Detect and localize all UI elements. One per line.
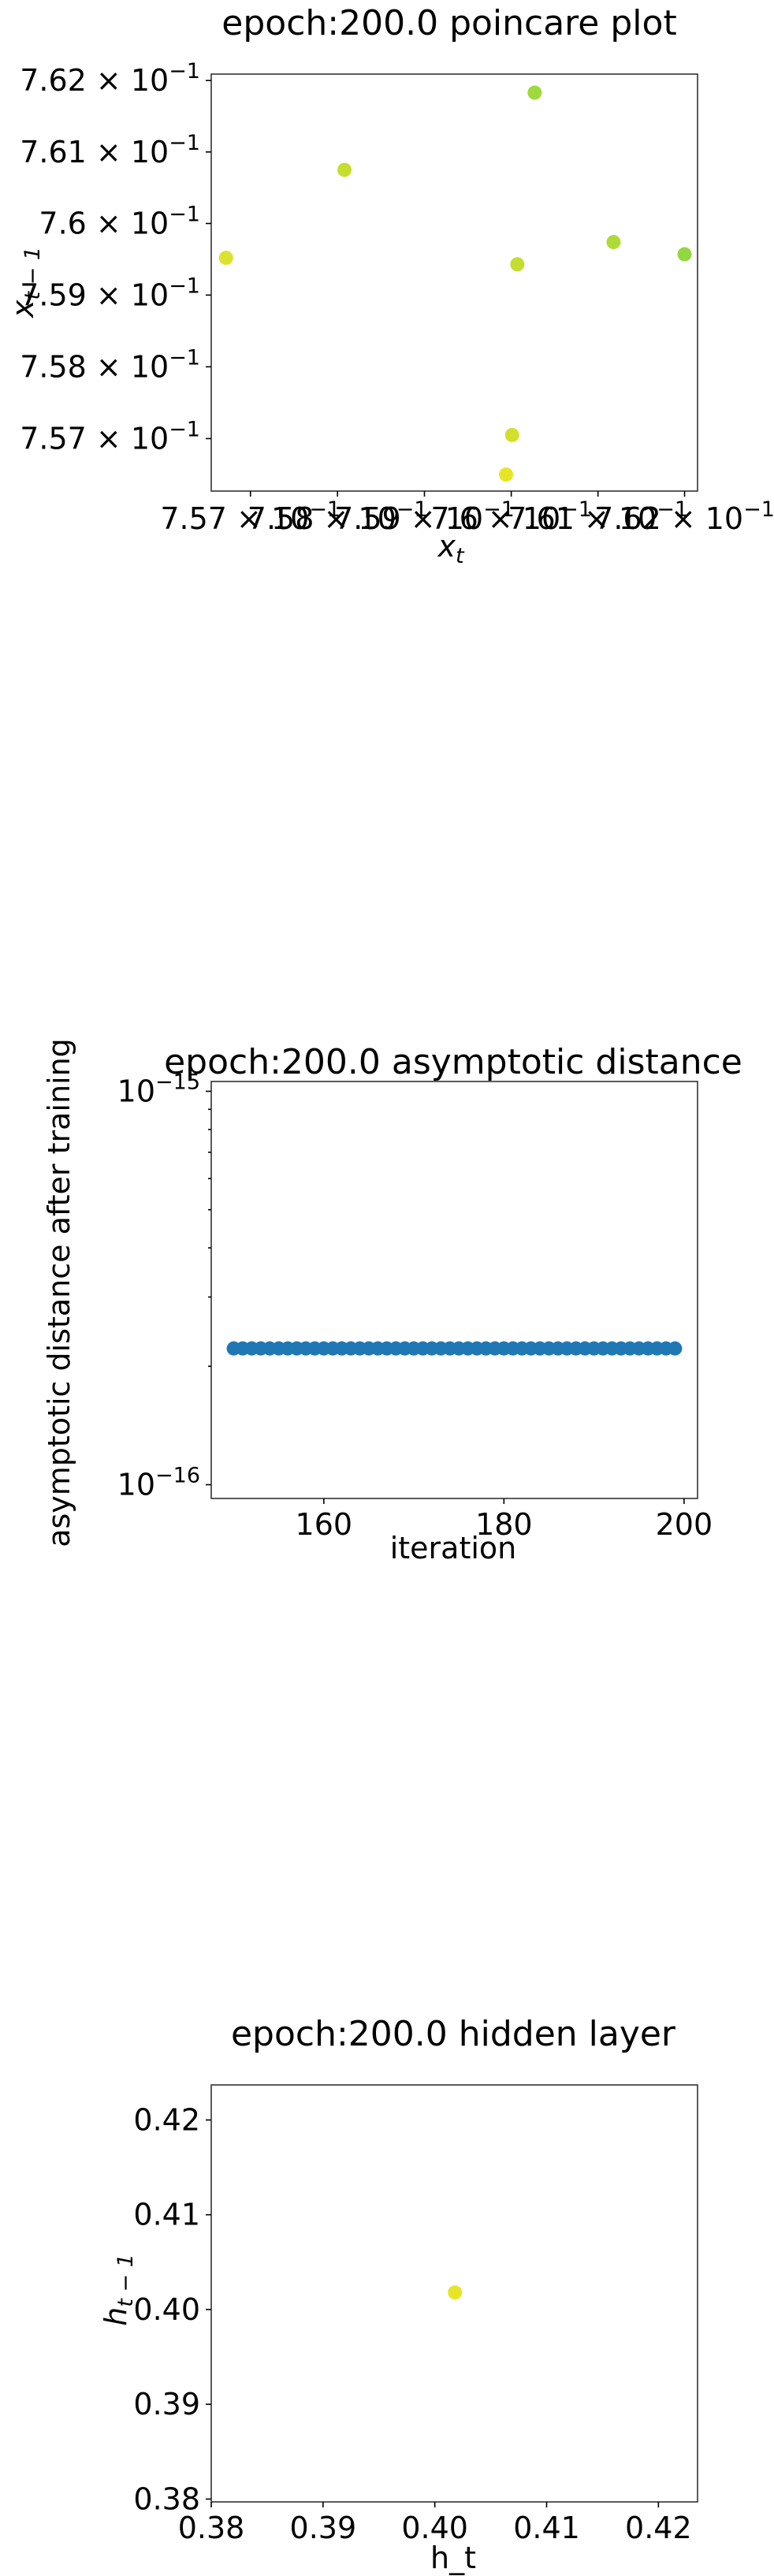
y-tick-label: 0.39 <box>133 2387 200 2422</box>
poincare-y-label: xt − 1 <box>6 247 45 318</box>
poincare-x-label: xt <box>437 529 465 568</box>
y-tick-label: 7.62 × 10−1 <box>20 59 200 98</box>
data-point <box>448 2285 463 2300</box>
y-tick-label: 7.59 × 10−1 <box>20 274 200 312</box>
asymptotic-x-label: iteration <box>390 1531 517 1565</box>
x-tick-label: 160 <box>296 1507 353 1542</box>
hidden-layer-points <box>448 2285 463 2300</box>
x-tick-label: 7.62 × 10−1 <box>594 497 774 536</box>
y-tick-label: 7.58 × 10−1 <box>20 345 200 384</box>
hidden-layer-x-label: h_t <box>430 2541 476 2575</box>
asymptotic-points <box>226 1341 683 1356</box>
data-point <box>337 162 352 177</box>
hidden-layer-x-ticks: 0.38 0.39 0.40 0.41 0.42 <box>178 2502 692 2545</box>
y-tick-label: 10−16 <box>117 1464 200 1502</box>
y-tick-label: 7.57 × 10−1 <box>20 417 200 456</box>
asymptotic-y-label: asymptotic distance after training <box>42 1038 76 1547</box>
poincare-x-ticks: 7.57 × 10−17.58 × 10−17.59 × 10−17.6 × 1… <box>160 491 774 536</box>
x-tick-label: 180 <box>475 1507 533 1542</box>
poincare-title: epoch:200.0 poincare plot <box>221 3 676 43</box>
x-tick-label: 7.57 × 10−1 <box>160 497 340 536</box>
x-tick-label: 200 <box>656 1507 713 1542</box>
x-tick-label: 7.61 × 10−1 <box>508 497 688 536</box>
poincare-plot-frame <box>210 73 698 492</box>
x-tick-label: 0.42 <box>625 2511 692 2545</box>
y-tick-label: 10−15 <box>117 1070 200 1108</box>
asymptotic-x-ticks: 160 180 200 <box>296 1498 713 1542</box>
hidden-layer-y-label: ht − 1 <box>99 2254 138 2326</box>
data-point <box>668 1341 683 1356</box>
data-point <box>218 251 233 266</box>
asymptotic-title: epoch:200.0 asymptotic distance <box>164 1042 742 1082</box>
x-tick-label: 7.6 × 10−1 <box>430 497 592 536</box>
hidden-layer-chart: epoch:200.0 hidden layer 0.38 0.39 0.40 0.4… <box>99 2014 698 2575</box>
data-point <box>510 257 525 272</box>
data-point <box>499 467 514 482</box>
y-tick-label: 0.42 <box>133 2102 200 2137</box>
data-point <box>677 247 692 262</box>
y-tick-label: 0.40 <box>133 2292 200 2327</box>
asymptotic-plot-frame <box>210 1081 698 1499</box>
x-tick-label: 0.41 <box>513 2511 580 2545</box>
y-tick-label: 0.38 <box>133 2481 200 2516</box>
asymptotic-chart: epoch:200.0 asymptotic distance 10−1510−… <box>42 1038 742 1565</box>
x-tick-label: 0.40 <box>401 2511 468 2545</box>
hidden-layer-plot-frame <box>210 2084 698 2503</box>
y-tick-label: 7.61 × 10−1 <box>20 131 200 169</box>
poincare-points <box>218 85 692 482</box>
poincare-y-ticks: 7.57 × 10−1 7.58 × 10−1 7.59 × 10−1 7.6 × 1… <box>20 59 211 456</box>
x-tick-label: 0.39 <box>290 2511 357 2545</box>
y-tick-label: 0.41 <box>133 2198 200 2232</box>
data-point <box>527 85 542 100</box>
asymptotic-y-ticks: 10−15 10−16 <box>117 1070 211 1502</box>
hidden-layer-title: epoch:200.0 hidden layer <box>231 2014 676 2054</box>
data-point <box>504 427 519 442</box>
y-tick-label: 7.6 × 10−1 <box>39 203 200 241</box>
poincare-chart: epoch:200.0 poincare plot 7.57 × 10−17.5… <box>6 3 774 568</box>
data-point <box>606 235 621 250</box>
x-tick-label: 7.58 × 10−1 <box>247 497 428 536</box>
hidden-layer-y-ticks: 0.38 0.39 0.40 0.41 0.42 <box>133 2102 211 2516</box>
x-tick-label: 7.59 × 10−1 <box>334 497 515 536</box>
x-tick-label: 0.38 <box>178 2511 245 2545</box>
